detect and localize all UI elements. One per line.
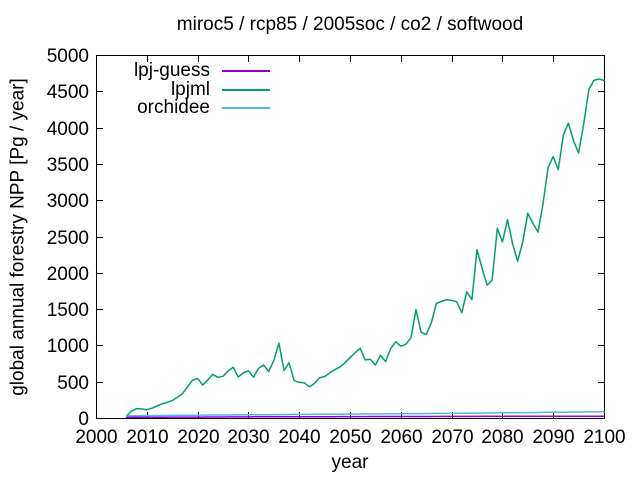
legend-label-orchidee: orchidee bbox=[137, 97, 210, 118]
legend-item-lpjml: lpjml bbox=[96, 78, 270, 100]
plot-border bbox=[96, 55, 605, 419]
x-tick-label: 2080 bbox=[481, 427, 523, 448]
x-tick-label: 2070 bbox=[431, 427, 473, 448]
y-tick-label: 5000 bbox=[47, 46, 89, 67]
y-tick-label: 0 bbox=[78, 409, 89, 430]
x-tick-label: 2060 bbox=[380, 427, 422, 448]
y-tick-label: 1500 bbox=[47, 300, 89, 321]
y-tick-label: 1000 bbox=[47, 336, 89, 357]
y-tick-label: 4000 bbox=[47, 119, 89, 140]
y-tick-label: 500 bbox=[57, 373, 89, 394]
chart-title: miroc5 / rcp85 / 2005soc / co2 / softwoo… bbox=[176, 14, 524, 35]
y-tick-label: 3000 bbox=[47, 191, 89, 212]
legend-line-sample-lpjml bbox=[222, 88, 270, 91]
legend: lpj-guess lpjml orchidee bbox=[96, 60, 270, 118]
legend-label-lpj-guess: lpj-guess bbox=[133, 60, 210, 81]
x-tick-label: 2040 bbox=[278, 427, 320, 448]
x-axis-label: year bbox=[331, 452, 369, 473]
y-tick-label: 3500 bbox=[47, 155, 89, 176]
legend-line-sample-lpj-guess bbox=[222, 70, 270, 72]
x-tick-label: 2090 bbox=[532, 427, 574, 448]
x-tick-label: 2050 bbox=[329, 427, 371, 448]
y-tick-label: 4500 bbox=[47, 82, 89, 103]
legend-item-lpj-guess: lpj-guess bbox=[96, 60, 270, 81]
y-tick-label: 2500 bbox=[47, 228, 89, 249]
series-line-lpjml bbox=[125, 78, 605, 417]
x-tick-label: 2020 bbox=[177, 427, 219, 448]
series-line-orchidee bbox=[125, 411, 605, 417]
x-tick-label: 2030 bbox=[227, 427, 269, 448]
x-tick-label: 2010 bbox=[126, 427, 168, 448]
x-tick-label: 2100 bbox=[583, 427, 625, 448]
legend-label-lpjml: lpjml bbox=[170, 78, 210, 100]
legend-line-sample-orchidee bbox=[222, 107, 270, 109]
legend-item-orchidee: orchidee bbox=[96, 97, 270, 118]
series-line-lpj-guess bbox=[125, 415, 605, 419]
x-tick-label: 2000 bbox=[75, 427, 117, 448]
y-tick-label: 2000 bbox=[47, 264, 89, 285]
